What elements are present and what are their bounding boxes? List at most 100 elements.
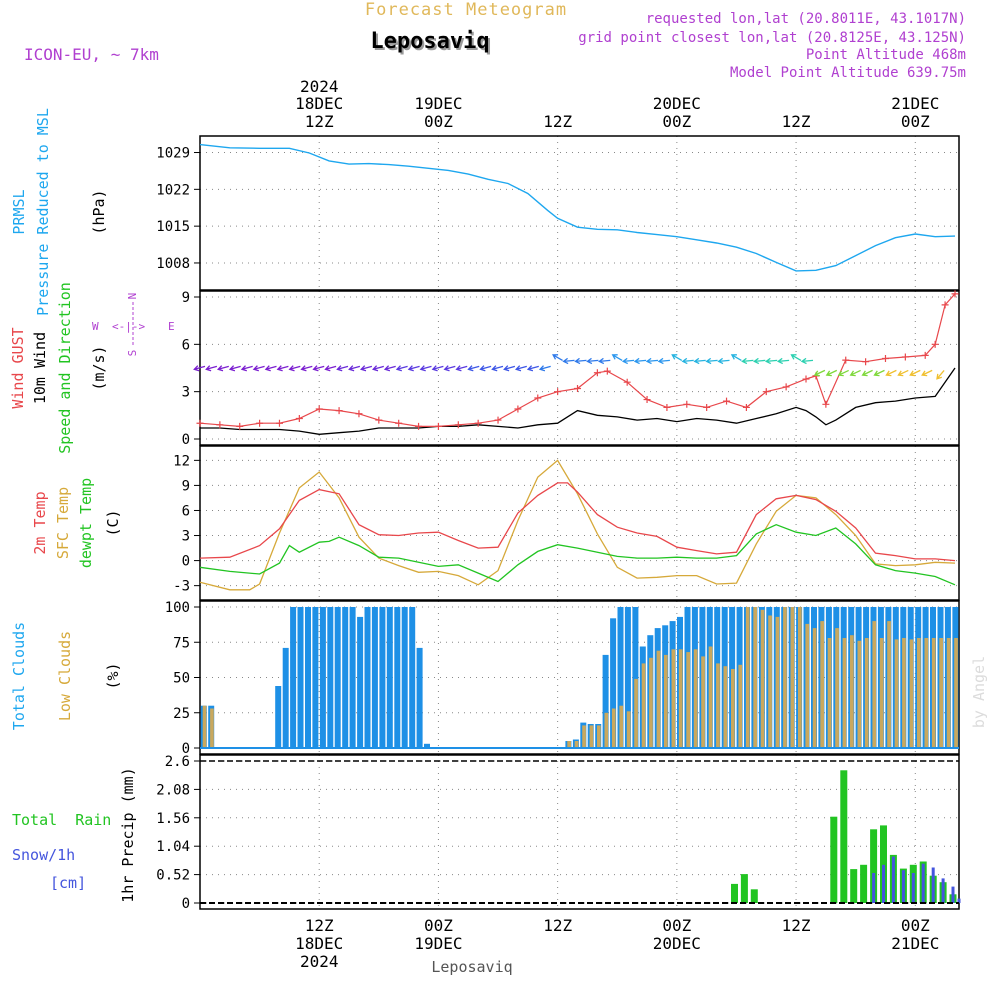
wind-direction-arrow	[324, 365, 337, 372]
rain-bar	[740, 874, 748, 903]
compass-rose: W E <-|-> N S	[92, 293, 175, 357]
gust-marker	[295, 414, 303, 422]
rain-bar	[880, 825, 887, 903]
wind-direction-arrow	[491, 365, 504, 372]
gust-marker	[574, 385, 582, 393]
gust-marker	[395, 419, 403, 427]
pressure-ytick-label: 1015	[156, 219, 190, 235]
wind-direction-arrow	[538, 365, 551, 372]
gust-marker	[951, 290, 959, 298]
pressure-unit: (hPa)	[90, 189, 108, 234]
low-cloud-bar	[790, 607, 795, 748]
total-cloud-bar	[379, 607, 386, 748]
wind-direction-arrow	[717, 357, 730, 365]
wind-direction-arrow	[228, 365, 241, 372]
gust-marker	[355, 410, 363, 418]
wind-direction-arrow	[383, 365, 396, 372]
wind-direction-arrow	[240, 365, 253, 372]
gust-marker	[822, 400, 830, 408]
total-rain-label: Total Rain	[12, 811, 111, 829]
temp-ytick-label: 3	[182, 529, 190, 545]
wind-frame	[199, 290, 960, 446]
rain-bar	[750, 889, 758, 903]
temp-ytick-label: 0	[182, 554, 190, 570]
bottom-time-label: 12Z	[305, 916, 334, 935]
low-cloud-bar	[678, 649, 683, 748]
low-cloud-bar	[693, 649, 698, 748]
bottom-time-label: 12Z	[543, 916, 572, 935]
low-cloud-bar	[582, 725, 586, 748]
clouds-frame	[199, 600, 960, 755]
wind-direction-arrow	[873, 369, 885, 377]
wind-direction-arrow	[264, 365, 277, 372]
gust-marker	[315, 405, 323, 413]
total-cloud-bar	[610, 618, 617, 748]
wind-direction-arrow	[443, 365, 456, 372]
gust-marker	[901, 353, 909, 361]
total-cloud-bar	[617, 607, 624, 748]
rain-bar	[830, 816, 838, 903]
point-altitude: Point Altitude 468m	[806, 47, 966, 63]
prmsl-line	[199, 143, 956, 272]
wind-direction-arrow	[586, 357, 599, 365]
top-year-label: 2024	[300, 77, 339, 96]
low-cloud-bar	[768, 615, 772, 748]
snow-bar	[872, 873, 876, 903]
low-cloud-bar	[634, 678, 638, 748]
wind-direction-arrow	[395, 365, 408, 372]
cloud-side-labels: Total Clouds Low Clouds (%)	[10, 622, 122, 730]
snow-label: Snow/1h	[12, 846, 75, 864]
wind-direction-arrow	[693, 357, 706, 365]
low-cloud-bar	[611, 708, 616, 748]
wind-direction-arrow	[359, 365, 373, 372]
pressure-side-labels: PRMSL Pressure Reduced to MSL (hPa)	[10, 108, 108, 316]
rain-bar	[731, 883, 738, 903]
clouds-ytick-label: 75	[173, 635, 190, 651]
sfc-temp-line	[199, 459, 956, 591]
compass-n: N	[126, 293, 139, 300]
low-cloud-bar	[909, 639, 914, 748]
wind-direction-arrow	[936, 369, 945, 380]
bottom-time-label: 00Z	[424, 916, 453, 935]
low-cloud-bar	[686, 652, 690, 748]
low-cloud-bar	[574, 741, 579, 748]
wind-direction-arrow	[837, 369, 849, 377]
temp2m-label: 2m Temp	[31, 491, 49, 554]
wind-direction-arrow	[861, 369, 873, 377]
low-cloud-bar	[649, 657, 653, 748]
gust-marker	[663, 403, 671, 411]
wind-direction-arrow	[776, 357, 790, 365]
wind-direction-arrow	[479, 365, 492, 372]
wind-direction-arrow	[671, 354, 683, 361]
wind-direction-arrow	[467, 365, 480, 372]
gust-marker	[603, 367, 611, 375]
low-cloud-bar	[954, 638, 958, 748]
low-cloud-bar	[701, 656, 705, 748]
wind-direction-arrow	[431, 365, 444, 372]
top-time-label: 12Z	[782, 112, 811, 131]
gust-marker	[742, 403, 750, 411]
precip-ytick-label: 0	[182, 896, 190, 912]
wind-direction-arrow	[849, 369, 861, 377]
low-cloud-bar	[887, 621, 891, 748]
snow-unit-label: [cm]	[50, 874, 86, 892]
top-time-label: 21DEC	[891, 94, 939, 113]
wind-direction-arrow	[276, 365, 289, 372]
speed-direction-label: Speed and Direction	[56, 282, 74, 454]
compass-s: S	[126, 350, 139, 357]
gust-marker	[941, 301, 949, 309]
snow-bar	[901, 870, 905, 903]
model-name: ICON-EU, ~ 7km	[24, 45, 159, 64]
low-cloud-bar	[850, 635, 854, 748]
wind-direction-arrow	[813, 369, 826, 377]
snow-bar	[957, 898, 961, 903]
gust-marker	[703, 403, 711, 411]
total-cloud-bar	[386, 607, 393, 748]
total-cloud-bar	[312, 607, 319, 748]
requested-coords: requested lon,lat (20.8011E, 43.1017N)	[646, 11, 966, 27]
dewpt-line	[199, 523, 956, 586]
bottom-time-label: 00Z	[901, 916, 930, 935]
gust-marker	[842, 356, 850, 364]
wind-ytick-label: 9	[182, 290, 190, 306]
